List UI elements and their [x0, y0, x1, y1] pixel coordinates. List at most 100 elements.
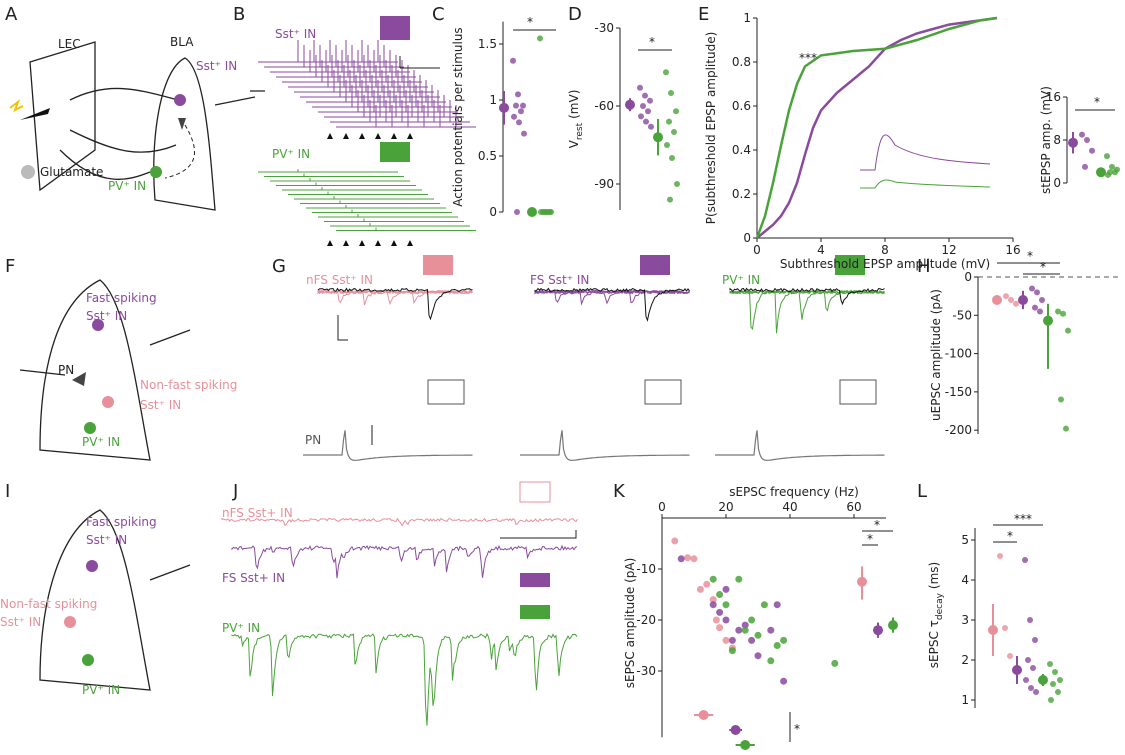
data-point: [754, 631, 762, 639]
data-point: [521, 130, 527, 137]
y-tick-label: 0: [489, 205, 497, 219]
inset: [520, 573, 550, 587]
y-tick-label: -50: [952, 308, 972, 322]
trace: [288, 65, 428, 88]
region-label: BLA: [170, 35, 194, 49]
trace: [336, 227, 476, 231]
data-point: [1052, 669, 1058, 675]
nfs-cell: [64, 616, 76, 628]
data-point: [716, 624, 724, 632]
significance: ***: [1014, 512, 1032, 526]
data-point: [780, 636, 788, 644]
marker: [391, 240, 397, 246]
inset: [839, 379, 877, 405]
y-tick-label: 8: [1053, 133, 1061, 147]
trace: [312, 85, 452, 108]
glutamate-icon: [21, 165, 35, 179]
panel-letter: E: [698, 4, 709, 25]
y-tick-label: 0.6: [732, 99, 751, 113]
data-point: [647, 97, 653, 104]
y-axis-label-text: sEPSC amplitude (pA): [623, 558, 637, 689]
y-axis-label: sEPSC amplitude (pA): [623, 558, 637, 689]
data-point: [1022, 557, 1028, 563]
data-point: [663, 69, 669, 76]
data-point: [722, 585, 730, 593]
trace: [294, 196, 434, 200]
y-tick-label: 0.8: [732, 55, 751, 69]
panel-letter: G: [272, 256, 286, 277]
trace: [318, 90, 458, 113]
x-axis-label: Subthreshold EPSP amplitude (mV): [780, 257, 990, 271]
data-point: [1112, 169, 1118, 176]
data-point: [548, 209, 554, 215]
data-point: [513, 102, 519, 109]
data-point: [674, 181, 680, 187]
cdf-line: [755, 16, 998, 239]
bla-region: [39, 509, 151, 691]
sst-cell: [86, 560, 98, 572]
data-point: [1082, 163, 1088, 170]
mean-marker: [625, 99, 635, 110]
marker: [327, 133, 333, 139]
x-tick-label: 8: [881, 243, 889, 257]
x-tick-label: 40: [782, 500, 797, 514]
x-tick-label: 60: [846, 500, 861, 514]
trace: [729, 289, 885, 320]
data-point: [728, 647, 736, 655]
data-point: [516, 119, 522, 126]
trace: [282, 60, 422, 83]
data-point: [642, 92, 648, 99]
trace-label: FS Sst⁺ IN: [530, 273, 589, 287]
data-point: [722, 616, 730, 624]
trace: [318, 214, 458, 218]
data-point: [1007, 653, 1013, 659]
data-point: [716, 591, 724, 598]
data-point: [673, 108, 679, 115]
y-tick-label: 1.5: [478, 37, 497, 51]
y-axis-label-text: P(subthreshold EPSP amplitude): [704, 32, 718, 225]
y-tick-label: 16: [1046, 90, 1061, 104]
y-tick-label: -30: [594, 21, 614, 35]
data-point: [754, 652, 762, 660]
y-tick-label: 5: [961, 533, 969, 547]
data-point: [664, 142, 670, 148]
cell-label: Sst⁺ IN: [86, 533, 127, 547]
trace: [860, 134, 991, 171]
y-tick-label: 3: [961, 613, 969, 627]
y-axis-label: Action potentials per stimulus: [451, 27, 465, 206]
cell-label: PV⁺ IN: [82, 435, 120, 449]
y-tick-label: 2: [961, 653, 969, 667]
marker: [359, 133, 365, 139]
data-point: [1003, 293, 1009, 300]
trace: [715, 430, 885, 461]
data-point: [666, 118, 672, 125]
significance: *: [1027, 249, 1033, 263]
inset: [644, 379, 682, 405]
data-point: [677, 555, 685, 563]
marker: [407, 133, 413, 139]
data-point: [1032, 637, 1038, 643]
data-point: [1033, 689, 1039, 695]
data-point: [709, 575, 717, 583]
trace: [306, 80, 446, 103]
significance: *: [874, 518, 880, 532]
marker: [343, 133, 349, 139]
data-point: [780, 677, 788, 685]
axons: [59, 87, 179, 180]
trace: [231, 544, 578, 579]
trace: [264, 173, 404, 177]
cell-label: Sst⁺ IN: [140, 398, 181, 412]
data-point: [638, 113, 644, 120]
y-tick-label: -10: [636, 562, 656, 576]
y-tick-label: -100: [945, 347, 972, 361]
trace: [264, 45, 404, 68]
data-point: [741, 621, 749, 629]
data-point: [767, 657, 775, 665]
y-axis-label-sub: rest: [575, 122, 585, 140]
region-label: LEC: [58, 37, 81, 51]
trace: [324, 95, 464, 118]
trace: [729, 289, 885, 331]
panel-letter: A: [5, 4, 18, 25]
data-point: [1047, 661, 1053, 667]
data-point: [748, 616, 756, 624]
